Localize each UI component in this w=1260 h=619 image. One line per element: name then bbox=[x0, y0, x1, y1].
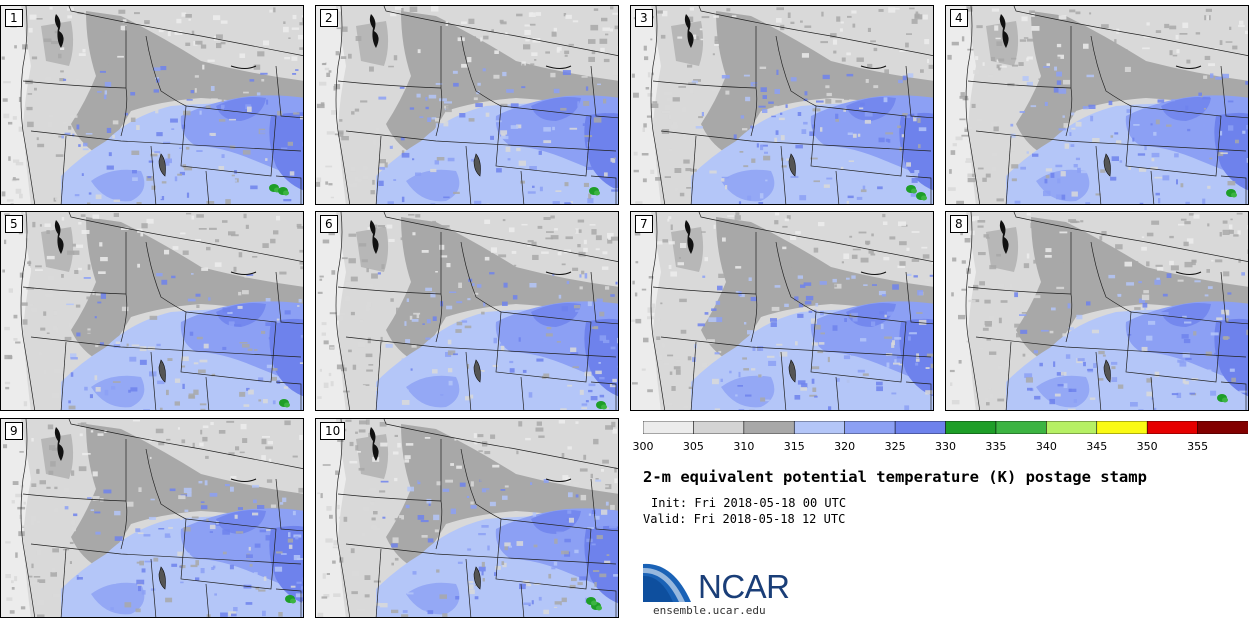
panel-number-label: 9 bbox=[5, 422, 23, 440]
panel-number-label: 3 bbox=[635, 9, 653, 27]
panel-number-label: 7 bbox=[635, 215, 653, 233]
colorbar-segment bbox=[1046, 421, 1098, 434]
map-field bbox=[1, 6, 303, 204]
colorbar-segment bbox=[995, 421, 1048, 434]
panel-number-label: 10 bbox=[320, 422, 346, 440]
colorbar-tick-label: 325 bbox=[884, 440, 906, 453]
postage-stamp-panel: 4 bbox=[945, 5, 1249, 205]
postage-stamp-panel: 8 bbox=[945, 211, 1249, 411]
map-field bbox=[631, 6, 933, 204]
colorbar-segment bbox=[894, 421, 947, 434]
colorbar-tick-label: 300 bbox=[632, 440, 654, 453]
colorbar-segment bbox=[793, 421, 846, 434]
map-field bbox=[316, 6, 618, 204]
postage-stamp-panel: 3 bbox=[630, 5, 934, 205]
colorbar-tick-label: 330 bbox=[935, 440, 956, 453]
colorbar-tick-label: 355 bbox=[1187, 440, 1209, 453]
valid-time: Valid: Fri 2018-05-18 12 UTC bbox=[643, 512, 846, 526]
map-field bbox=[316, 419, 618, 617]
colorbar-tick-label: 305 bbox=[682, 440, 704, 453]
colorbar-tick-label: 345 bbox=[1086, 440, 1108, 453]
init-time: Init: Fri 2018-05-18 00 UTC bbox=[651, 496, 847, 510]
colorbar-tick-label: 315 bbox=[783, 440, 805, 453]
postage-stamp-panel: 1 bbox=[0, 5, 304, 205]
ncar-logo-icon bbox=[643, 563, 691, 602]
panel-number-label: 4 bbox=[950, 9, 968, 27]
logo-text: NCAR bbox=[698, 568, 790, 605]
colorbar-labels: 300 305 310 315 320 325 330 335 340 345 350 355 bbox=[0, 440, 1260, 454]
colorbar-segment bbox=[1146, 421, 1199, 434]
colorbar-segment bbox=[1096, 421, 1148, 434]
postage-stamp-panel: 5 bbox=[0, 211, 304, 411]
postage-stamp-panel: 9 bbox=[0, 418, 304, 618]
colorbar-tick-label: 310 bbox=[733, 440, 755, 453]
colorbar-segment bbox=[643, 421, 695, 434]
colorbar bbox=[643, 421, 1248, 434]
colorbar-segment bbox=[844, 421, 896, 434]
panel-number-label: 5 bbox=[5, 215, 23, 233]
colorbar-segment bbox=[693, 421, 745, 434]
chart-title: 2-m equivalent potential temperature (K)… bbox=[643, 468, 1147, 486]
panel-number-label: 1 bbox=[5, 9, 23, 27]
map-field bbox=[316, 212, 618, 410]
panel-number-label: 8 bbox=[950, 215, 968, 233]
postage-stamp-panel: 7 bbox=[630, 211, 934, 411]
map-field bbox=[946, 6, 1248, 204]
colorbar-tick-label: 350 bbox=[1136, 440, 1158, 453]
website-text: ensemble.ucar.edu bbox=[653, 604, 766, 617]
postage-stamp-panel: 10 bbox=[315, 418, 619, 618]
colorbar-segment bbox=[1197, 421, 1248, 434]
colorbar-tick-label: 335 bbox=[985, 440, 1007, 453]
colorbar-tick-label: 320 bbox=[834, 440, 856, 453]
map-field bbox=[1, 212, 303, 410]
colorbar-tick-label: 340 bbox=[1035, 440, 1057, 453]
postage-stamp-panel: 2 bbox=[315, 5, 619, 205]
map-field bbox=[631, 212, 933, 410]
colorbar-segment bbox=[743, 421, 796, 434]
panel-number-label: 6 bbox=[320, 215, 338, 233]
panel-number-label: 2 bbox=[320, 9, 338, 27]
colorbar-segment bbox=[945, 421, 997, 434]
map-field bbox=[1, 419, 303, 617]
postage-stamp-panel: 6 bbox=[315, 211, 619, 411]
map-field bbox=[946, 212, 1248, 410]
